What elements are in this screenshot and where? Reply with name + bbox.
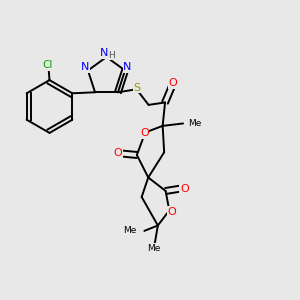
Text: O: O [140,128,149,138]
Text: N: N [81,62,90,73]
Text: O: O [167,207,176,217]
Text: O: O [169,78,177,88]
Text: Cl: Cl [43,60,53,70]
Text: H: H [108,51,115,60]
Text: N: N [123,62,132,73]
Text: N: N [100,48,109,59]
Text: S: S [134,83,141,93]
Text: Me: Me [147,244,160,253]
Text: O: O [180,184,189,194]
Text: O: O [113,148,122,158]
Text: Me: Me [124,226,137,236]
Text: Me: Me [188,119,202,128]
